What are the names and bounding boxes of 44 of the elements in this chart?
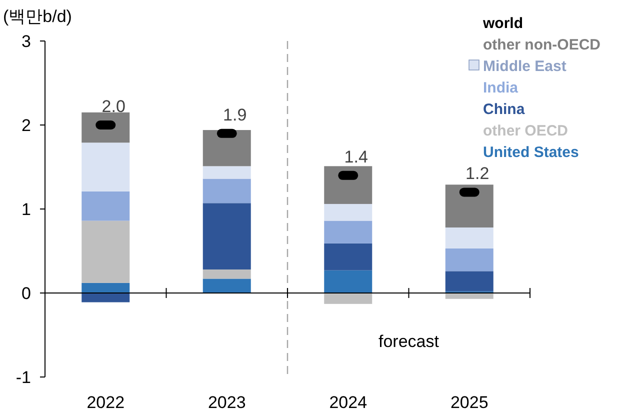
bar — [445, 293, 494, 299]
bar — [324, 243, 372, 270]
text: other OECD — [483, 122, 568, 140]
data-label: 2.0 — [102, 97, 126, 116]
bar — [82, 142, 130, 192]
bar — [324, 293, 372, 304]
bar — [324, 220, 372, 244]
y-axis-title: (백만b/d) — [3, 7, 72, 26]
x-tick-label: 2023 — [208, 393, 246, 410]
annotation: forecast — [378, 332, 440, 351]
bar — [82, 282, 130, 293]
data-label: 1.4 — [344, 147, 368, 166]
bar — [202, 278, 251, 293]
y-tick-label: -1 — [16, 368, 31, 387]
x-tick-label: 2024 — [329, 393, 368, 410]
text: other non-OECD — [483, 36, 601, 54]
bar — [324, 270, 372, 293]
bar — [445, 184, 494, 228]
bar — [202, 203, 251, 270]
bar — [202, 166, 251, 179]
y-tick-label: 0 — [22, 284, 31, 303]
bar — [324, 166, 372, 204]
bar — [445, 248, 494, 272]
data-label: 1.2 — [466, 164, 490, 184]
bar — [202, 130, 251, 166]
bar — [82, 220, 130, 283]
x-tick-label: 2022 — [86, 393, 125, 410]
text: world — [482, 15, 523, 32]
bar — [324, 204, 372, 221]
bar — [82, 293, 130, 302]
bar — [445, 271, 494, 292]
x-tick-label: 2025 — [450, 393, 488, 410]
text: China — [483, 101, 526, 118]
data-label: 1.9 — [223, 105, 247, 124]
bar — [445, 227, 494, 248]
text: United States — [483, 144, 579, 161]
legend-label: Middle East — [483, 58, 566, 75]
bar — [202, 178, 251, 204]
y-tick-label: 1 — [22, 200, 31, 219]
bar — [82, 191, 130, 221]
bar — [202, 269, 251, 279]
y-tick-label: 3 — [22, 32, 31, 51]
text: India — [483, 80, 519, 96]
y-tick-label: 2 — [22, 116, 31, 135]
